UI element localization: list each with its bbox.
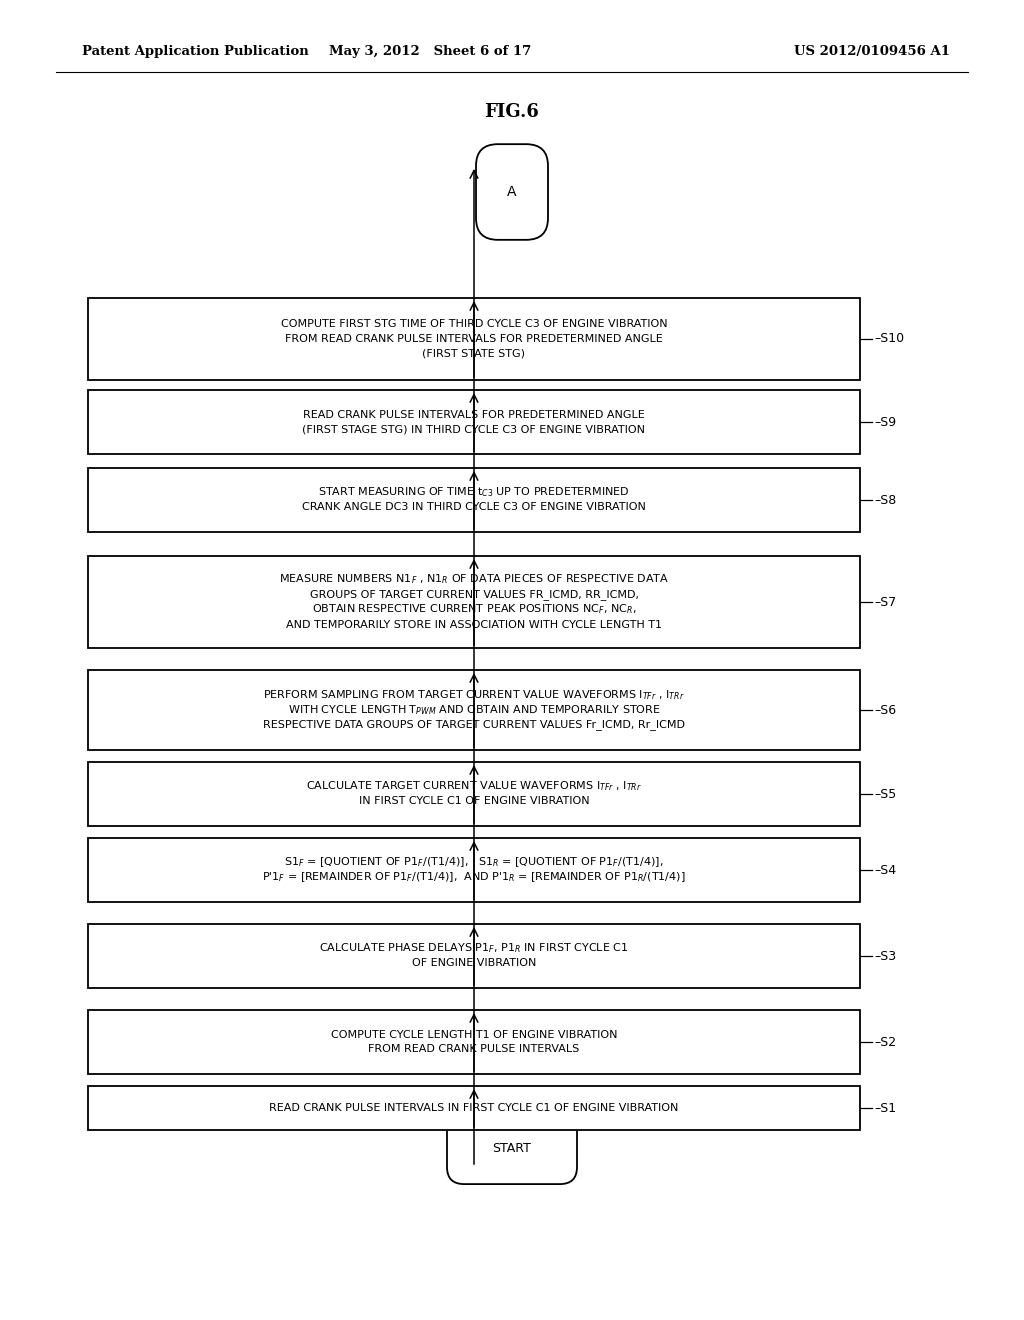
Text: Patent Application Publication: Patent Application Publication — [82, 45, 309, 58]
Text: –S10: –S10 — [874, 333, 904, 346]
Text: COMPUTE FIRST STG TIME OF THIRD CYCLE C3 OF ENGINE VIBRATION: COMPUTE FIRST STG TIME OF THIRD CYCLE C3… — [281, 319, 668, 329]
Text: –S6: –S6 — [874, 704, 896, 717]
Text: (FIRST STATE STG): (FIRST STATE STG) — [423, 348, 525, 359]
Text: –S8: –S8 — [874, 494, 896, 507]
Text: OBTAIN RESPECTIVE CURRENT PEAK POSITIONS NC$_F$, NC$_R$,: OBTAIN RESPECTIVE CURRENT PEAK POSITIONS… — [311, 603, 636, 616]
Text: CRANK ANGLE DC3 IN THIRD CYCLE C3 OF ENGINE VIBRATION: CRANK ANGLE DC3 IN THIRD CYCLE C3 OF ENG… — [302, 503, 646, 512]
Text: A: A — [507, 185, 517, 199]
Text: –S3: –S3 — [874, 949, 896, 962]
Text: START: START — [493, 1142, 531, 1155]
Bar — [88, 389, 860, 454]
Bar — [88, 671, 860, 750]
Bar — [88, 838, 860, 902]
Text: –S2: –S2 — [874, 1035, 896, 1048]
Text: WITH CYCLE LENGTH T$_{PWM}$ AND OBTAIN AND TEMPORARILY STORE: WITH CYCLE LENGTH T$_{PWM}$ AND OBTAIN A… — [288, 704, 660, 717]
Text: –S7: –S7 — [874, 595, 896, 609]
Text: MEASURE NUMBERS N1$_F$ , N1$_R$ OF DATA PIECES OF RESPECTIVE DATA: MEASURE NUMBERS N1$_F$ , N1$_R$ OF DATA … — [279, 573, 669, 586]
Text: S1$_F$ = [QUOTIENT OF P1$_F$/(T1/4)],   S1$_R$ = [QUOTIENT OF P1$_F$/(T1/4)],: S1$_F$ = [QUOTIENT OF P1$_F$/(T1/4)], S1… — [285, 855, 664, 870]
Text: –S9: –S9 — [874, 416, 896, 429]
FancyBboxPatch shape — [476, 144, 548, 240]
Text: CALCULATE TARGET CURRENT VALUE WAVEFORMS I$_{TFr}$ , I$_{TRr}$: CALCULATE TARGET CURRENT VALUE WAVEFORMS… — [306, 780, 642, 793]
Text: AND TEMPORARILY STORE IN ASSOCIATION WITH CYCLE LENGTH T1: AND TEMPORARILY STORE IN ASSOCIATION WIT… — [286, 619, 662, 630]
Text: FROM READ CRANK PULSE INTERVALS FOR PREDETERMINED ANGLE: FROM READ CRANK PULSE INTERVALS FOR PRED… — [285, 334, 663, 345]
Text: –S5: –S5 — [874, 788, 896, 800]
Text: START MEASURING OF TIME t$_{C3}$ UP TO PREDETERMINED: START MEASURING OF TIME t$_{C3}$ UP TO P… — [318, 486, 630, 499]
Text: US 2012/0109456 A1: US 2012/0109456 A1 — [794, 45, 950, 58]
Text: (FIRST STAGE STG) IN THIRD CYCLE C3 OF ENGINE VIBRATION: (FIRST STAGE STG) IN THIRD CYCLE C3 OF E… — [302, 425, 645, 434]
Text: P'1$_F$ = [REMAINDER OF P1$_F$/(T1/4)],  AND P'1$_R$ = [REMAINDER OF P1$_R$/(T1/: P'1$_F$ = [REMAINDER OF P1$_F$/(T1/4)], … — [262, 871, 686, 884]
Bar — [88, 1010, 860, 1074]
Text: COMPUTE CYCLE LENGTH T1 OF ENGINE VIBRATION: COMPUTE CYCLE LENGTH T1 OF ENGINE VIBRAT… — [331, 1030, 617, 1040]
Text: CALCULATE PHASE DELAYS P1$_F$, P1$_R$ IN FIRST CYCLE C1: CALCULATE PHASE DELAYS P1$_F$, P1$_R$ IN… — [319, 941, 629, 956]
Text: READ CRANK PULSE INTERVALS IN FIRST CYCLE C1 OF ENGINE VIBRATION: READ CRANK PULSE INTERVALS IN FIRST CYCL… — [269, 1104, 679, 1113]
Bar — [88, 556, 860, 648]
Text: READ CRANK PULSE INTERVALS FOR PREDETERMINED ANGLE: READ CRANK PULSE INTERVALS FOR PREDETERM… — [303, 409, 645, 420]
Text: IN FIRST CYCLE C1 OF ENGINE VIBRATION: IN FIRST CYCLE C1 OF ENGINE VIBRATION — [358, 796, 590, 807]
Bar — [88, 469, 860, 532]
Text: PERFORM SAMPLING FROM TARGET CURRENT VALUE WAVEFORMS I$_{TFr}$ , I$_{TRr}$: PERFORM SAMPLING FROM TARGET CURRENT VAL… — [263, 688, 685, 702]
Bar — [88, 1086, 860, 1130]
Bar — [88, 762, 860, 826]
Bar — [88, 924, 860, 987]
Text: RESPECTIVE DATA GROUPS OF TARGET CURRENT VALUES Fr_ICMD, Rr_ICMD: RESPECTIVE DATA GROUPS OF TARGET CURRENT… — [263, 719, 685, 730]
Bar — [88, 298, 860, 380]
Text: May 3, 2012   Sheet 6 of 17: May 3, 2012 Sheet 6 of 17 — [329, 45, 531, 58]
Text: FROM READ CRANK PULSE INTERVALS: FROM READ CRANK PULSE INTERVALS — [369, 1044, 580, 1055]
Text: GROUPS OF TARGET CURRENT VALUES FR_ICMD, RR_ICMD,: GROUPS OF TARGET CURRENT VALUES FR_ICMD,… — [309, 589, 639, 601]
Text: OF ENGINE VIBRATION: OF ENGINE VIBRATION — [412, 958, 537, 969]
Text: –S1: –S1 — [874, 1101, 896, 1114]
FancyBboxPatch shape — [447, 1111, 577, 1184]
Text: FIG.6: FIG.6 — [484, 103, 540, 121]
Text: –S4: –S4 — [874, 863, 896, 876]
